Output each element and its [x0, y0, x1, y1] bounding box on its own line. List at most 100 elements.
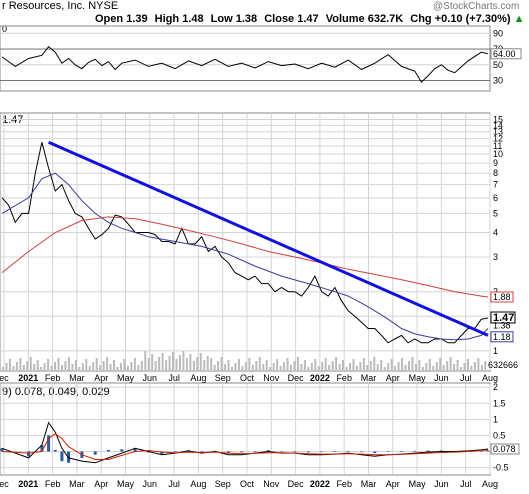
volume-bar: [43, 363, 46, 370]
macd-histogram-bar: [306, 451, 310, 453]
volume-bar: [182, 351, 185, 370]
volume-bar: [133, 358, 136, 370]
volume-bar: [470, 366, 473, 370]
volume-bar: [196, 357, 199, 370]
price-x-tick-label: Dec: [288, 373, 305, 383]
price-x-tick-label: Mar: [69, 373, 85, 383]
macd-corner-label: 9) 0.078, 0.049, 0.029: [2, 386, 110, 398]
macd-value-box: [490, 443, 520, 455]
volume-bar: [296, 357, 299, 370]
price-x-tick-label: Aug: [190, 373, 206, 383]
price-x-tick-label: Nov: [263, 373, 280, 383]
macd-x-tick-label: Sep: [215, 479, 231, 489]
volume-bar: [407, 361, 410, 370]
volume-bar: [33, 364, 36, 370]
price-tick-label: 11: [493, 141, 502, 151]
volume-bar: [338, 364, 341, 370]
sma-slow-line: [1, 216, 489, 298]
macd-tick-label: 2: [493, 382, 498, 392]
volume-bar: [140, 361, 143, 370]
volume-bar: [439, 358, 442, 370]
macd-histogram-bar: [266, 450, 270, 452]
price-x-tick-label: ec: [0, 373, 9, 383]
macd-histogram-bar: [47, 435, 51, 452]
price-tick-label: 8: [493, 168, 498, 178]
price-x-tick-label: Apr: [386, 373, 400, 383]
macd-tick-label: 1: [493, 414, 498, 424]
volume-bar: [15, 362, 18, 370]
last-price-box: [490, 311, 516, 324]
volume-bar: [362, 358, 365, 370]
volume-bar: [8, 359, 11, 370]
price-x-tick-label: Jun: [434, 373, 449, 383]
macd-line: [1, 421, 489, 464]
volume-bar: [435, 362, 438, 370]
volume-bar: [248, 358, 251, 370]
volume-bar: [303, 360, 306, 370]
price-x-tick-label: Apr: [94, 373, 108, 383]
volume-bar: [57, 358, 60, 370]
volume-bar: [217, 361, 220, 370]
macd-x-tick-label: ec: [0, 479, 9, 489]
watermark: @StockCharts.com: [433, 1, 519, 12]
volume-bar: [446, 361, 449, 370]
volume-bar: [255, 361, 258, 370]
volume-bar: [387, 363, 390, 370]
volume-bar: [401, 358, 404, 370]
volume-bar: [137, 365, 140, 370]
volume-bar: [237, 359, 240, 370]
volume-bar: [199, 353, 202, 370]
volume-bar: [460, 367, 463, 370]
volume-bar: [369, 361, 372, 370]
macd-histogram-bar: [0, 448, 4, 452]
macd-histogram-bar: [60, 451, 64, 462]
price-tick-label: 1: [493, 346, 498, 356]
volume-value-label: 632666: [488, 360, 518, 370]
macd-histogram-bar: [293, 451, 297, 453]
macd-histogram-bar: [107, 449, 111, 452]
price-x-tick-label: Feb: [336, 373, 352, 383]
volume-bar: [414, 364, 417, 370]
volume-bar: [203, 360, 206, 370]
volume-bar: [192, 361, 195, 370]
rsi-line: [1, 45, 489, 83]
volume-bar: [335, 357, 338, 370]
volume-bar: [165, 360, 168, 370]
volume-bar: [19, 358, 22, 370]
volume-bar: [262, 364, 265, 370]
volume-bar: [92, 362, 95, 370]
volume-bar: [5, 363, 8, 370]
macd-x-tick-label: Feb: [336, 479, 352, 489]
volume-bar: [276, 359, 279, 370]
volume-bar: [54, 362, 57, 370]
macd-x-axis: ec 2021 Feb Mar Apr May Jun Jul Aug Sep Oct Nov Dec 2…: [0, 479, 498, 489]
volume-bar: [116, 367, 119, 370]
macd-histogram-bar: [399, 451, 403, 452]
macd-histogram-bar: [486, 450, 490, 452]
volume-bar: [123, 359, 126, 370]
price-x-tick-label: Aug: [482, 373, 498, 383]
price-x-tick-label: Jun: [143, 373, 158, 383]
macd-x-tick-label: Jun: [143, 479, 158, 489]
volume-bar: [463, 363, 466, 370]
macd-histogram-bar: [200, 451, 204, 453]
volume-bar: [168, 356, 171, 370]
volume-bar: [269, 367, 272, 370]
volume-bar: [64, 361, 67, 370]
price-x-tick-label: Jul: [460, 373, 472, 383]
volume-bar: [88, 366, 91, 370]
macd-histogram-bar: [40, 445, 44, 452]
rsi-tick-label: 30: [493, 76, 503, 86]
volume-bar: [231, 367, 234, 370]
sma-slow-value-box: [490, 291, 514, 303]
volume-bar: [102, 361, 105, 370]
macd-x-tick-label: 2021: [18, 479, 38, 489]
rsi-corner-label: 0: [2, 24, 7, 34]
volume-bar: [67, 357, 70, 370]
volume-bar: [456, 360, 459, 370]
volume-bar: [321, 362, 324, 370]
volume-bar: [40, 367, 43, 370]
rsi-tick-label: 90: [493, 28, 503, 38]
macd-x-tick-label: Feb: [45, 479, 61, 489]
